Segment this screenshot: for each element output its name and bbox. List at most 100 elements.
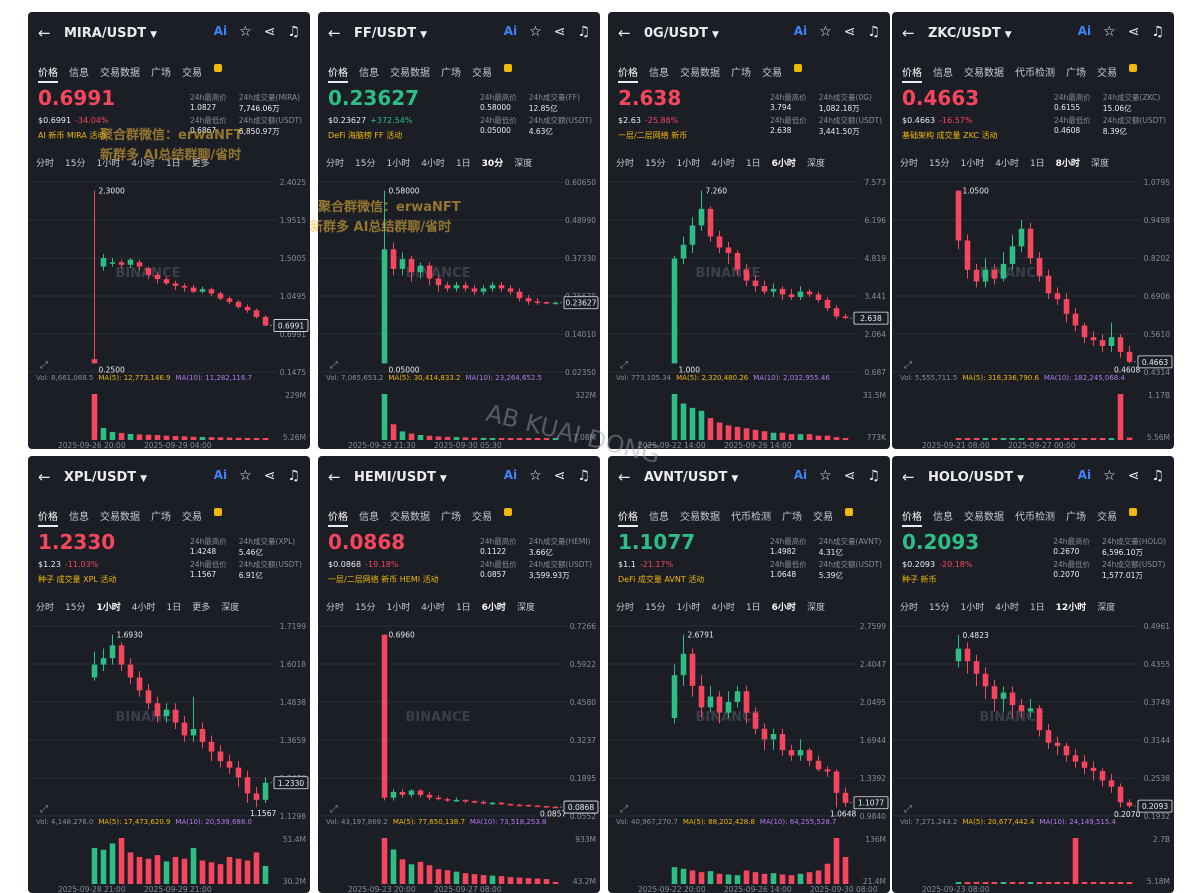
timeframe-5[interactable]: 更多: [192, 603, 211, 613]
timeframe-1[interactable]: 15分: [645, 603, 666, 613]
expand-icon[interactable]: ⤢: [40, 804, 48, 815]
tab-0[interactable]: 价格: [618, 64, 638, 83]
tab-3[interactable]: 广场: [731, 68, 751, 79]
tab-4[interactable]: 广场: [782, 512, 802, 523]
timeframe-1[interactable]: 15分: [355, 159, 376, 169]
bell-icon[interactable]: ♫: [867, 468, 880, 484]
back-arrow-icon[interactable]: ←: [618, 468, 631, 486]
tab-2[interactable]: 交易数据: [390, 512, 430, 523]
tab-5[interactable]: 交易: [1097, 512, 1117, 523]
timeframe-5[interactable]: 8小时: [1055, 159, 1080, 169]
tab-3[interactable]: 代币检测: [1015, 68, 1055, 79]
timeframe-4[interactable]: 1日: [455, 159, 471, 169]
timeframe-2[interactable]: 1小时: [676, 159, 701, 169]
timeframe-5[interactable]: 30分: [481, 159, 504, 169]
timeframe-6[interactable]: 深度: [806, 603, 825, 613]
timeframe-3[interactable]: 4小时: [421, 159, 445, 169]
star-icon[interactable]: ☆: [239, 468, 252, 484]
tab-0[interactable]: 价格: [902, 508, 922, 527]
timeframe-1[interactable]: 15分: [645, 159, 666, 169]
ai-icon[interactable]: Ai: [213, 24, 228, 38]
tab-3[interactable]: 广场: [441, 68, 461, 79]
share-icon[interactable]: ⋖: [263, 24, 276, 40]
timeframe-3[interactable]: 4小时: [711, 603, 735, 613]
tab-2[interactable]: 交易数据: [100, 68, 140, 79]
back-arrow-icon[interactable]: ←: [38, 24, 51, 42]
timeframe-6[interactable]: 深度: [221, 603, 240, 613]
timeframe-4[interactable]: 1日: [455, 603, 471, 613]
timeframe-3[interactable]: 4小时: [995, 159, 1019, 169]
expand-icon[interactable]: ⤢: [620, 360, 628, 371]
tab-5[interactable]: 交易: [1097, 68, 1117, 79]
timeframe-5[interactable]: 6小时: [771, 603, 796, 613]
timeframe-0[interactable]: 分时: [36, 603, 55, 613]
share-icon[interactable]: ⋖: [843, 468, 856, 484]
timeframe-4[interactable]: 1日: [745, 603, 761, 613]
timeframe-5[interactable]: 6小时: [771, 159, 796, 169]
bell-icon[interactable]: ♫: [577, 24, 590, 40]
candlestick-chart[interactable]: 0.7266 0.5922 0.4580 0.3237 0.1895 0.0552 BINA…: [318, 616, 600, 893]
tab-3[interactable]: 广场: [151, 512, 171, 523]
tab-2[interactable]: 交易数据: [100, 512, 140, 523]
share-icon[interactable]: ⋖: [1127, 468, 1140, 484]
bell-icon[interactable]: ♫: [287, 24, 300, 40]
timeframe-5[interactable]: 更多: [191, 159, 210, 169]
pair-selector[interactable]: HOLO/USDT ▼: [928, 470, 1024, 485]
candlestick-chart[interactable]: 7.573 6.196 4.819 3.441 2.064 0.687 BINANCE 7.2…: [608, 172, 890, 449]
timeframe-0[interactable]: 分时: [900, 159, 919, 169]
tab-3[interactable]: 广场: [441, 512, 461, 523]
timeframe-4[interactable]: 1日: [165, 159, 181, 169]
tab-3[interactable]: 广场: [151, 68, 171, 79]
ai-icon[interactable]: Ai: [793, 468, 808, 482]
star-icon[interactable]: ☆: [529, 468, 542, 484]
timeframe-0[interactable]: 分时: [36, 159, 55, 169]
expand-icon[interactable]: ⤢: [330, 804, 338, 815]
candlestick-chart[interactable]: 0.606500.489900.373300.256700.140100.023…: [318, 172, 600, 449]
expand-icon[interactable]: ⤢: [620, 804, 628, 815]
ai-icon[interactable]: Ai: [1077, 24, 1092, 38]
star-icon[interactable]: ☆: [239, 24, 252, 40]
timeframe-5[interactable]: 12小时: [1055, 603, 1087, 613]
timeframe-5[interactable]: 6小时: [481, 603, 506, 613]
back-arrow-icon[interactable]: ←: [328, 24, 341, 42]
ai-icon[interactable]: Ai: [503, 468, 518, 482]
tab-2[interactable]: 交易数据: [964, 68, 1004, 79]
expand-icon[interactable]: ⤢: [904, 804, 912, 815]
timeframe-0[interactable]: 分时: [326, 159, 345, 169]
share-icon[interactable]: ⋖: [1127, 24, 1140, 40]
star-icon[interactable]: ☆: [1103, 24, 1116, 40]
timeframe-2[interactable]: 1小时: [960, 603, 985, 613]
share-icon[interactable]: ⋖: [263, 468, 276, 484]
timeframe-2[interactable]: 1小时: [676, 603, 701, 613]
ai-icon[interactable]: Ai: [503, 24, 518, 38]
tab-4[interactable]: 交易: [472, 68, 492, 79]
bell-icon[interactable]: ♫: [867, 24, 880, 40]
tab-1[interactable]: 信息: [69, 68, 89, 79]
back-arrow-icon[interactable]: ←: [902, 24, 915, 42]
timeframe-1[interactable]: 15分: [65, 159, 86, 169]
tab-1[interactable]: 信息: [649, 512, 669, 523]
timeframe-6[interactable]: 深度: [1090, 159, 1109, 169]
timeframe-3[interactable]: 4小时: [421, 603, 445, 613]
tab-4[interactable]: 广场: [1066, 512, 1086, 523]
candlestick-chart[interactable]: 1.07950.94980.82020.69060.56100.4314BINA…: [892, 172, 1174, 449]
timeframe-4[interactable]: 1日: [1029, 603, 1045, 613]
tab-1[interactable]: 信息: [933, 512, 953, 523]
tab-0[interactable]: 价格: [618, 508, 638, 527]
pair-selector[interactable]: MIRA/USDT ▼: [64, 26, 157, 41]
ai-icon[interactable]: Ai: [213, 468, 228, 482]
tab-3[interactable]: 代币检测: [731, 512, 771, 523]
expand-icon[interactable]: ⤢: [904, 360, 912, 371]
bell-icon[interactable]: ♫: [577, 468, 590, 484]
tab-2[interactable]: 交易数据: [390, 68, 430, 79]
tab-3[interactable]: 代币检测: [1015, 512, 1055, 523]
pair-selector[interactable]: XPL/USDT ▼: [64, 470, 147, 485]
tab-4[interactable]: 交易: [182, 512, 202, 523]
star-icon[interactable]: ☆: [1103, 468, 1116, 484]
timeframe-1[interactable]: 15分: [929, 603, 950, 613]
share-icon[interactable]: ⋖: [843, 24, 856, 40]
ai-icon[interactable]: Ai: [1077, 468, 1092, 482]
tab-2[interactable]: 交易数据: [964, 512, 1004, 523]
tab-4[interactable]: 交易: [472, 512, 492, 523]
tab-0[interactable]: 价格: [328, 64, 348, 83]
